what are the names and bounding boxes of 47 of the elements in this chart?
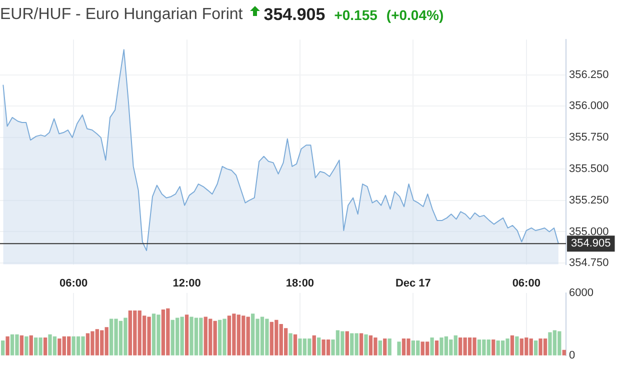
x-tick-label: Dec 17 — [395, 278, 431, 290]
bar — [6, 336, 10, 356]
y-tick-label: 355.750 — [569, 132, 609, 144]
text: +0.155 — [334, 7, 378, 23]
x-tick-label: 18:00 — [286, 278, 314, 290]
y-tick-label: 0 — [569, 349, 576, 362]
bar — [128, 310, 132, 356]
bar — [534, 340, 538, 356]
bar — [345, 331, 349, 356]
bar — [411, 340, 416, 356]
bar — [378, 340, 382, 356]
y-tick-label: 355.000 — [569, 226, 609, 238]
bar — [434, 340, 439, 356]
x-tick-label: 06:00 — [512, 278, 540, 290]
y-tick-label: 6000 — [569, 287, 594, 300]
x-tick-label: 06:00 — [60, 278, 88, 290]
y-tick-label: 355.250 — [569, 194, 609, 206]
bar — [364, 334, 368, 356]
bar — [492, 340, 496, 356]
y-tick-label: 356.250 — [569, 68, 609, 81]
text: 354.905 — [264, 5, 326, 25]
bar — [510, 335, 514, 356]
y-tick-label: 356.000 — [569, 100, 609, 112]
bar — [430, 337, 434, 356]
bar — [397, 342, 401, 356]
bar — [29, 335, 33, 356]
bar — [317, 337, 321, 356]
bar — [43, 337, 48, 356]
y-tick-label: 355.500 — [569, 162, 609, 175]
x-tick-label: 12:00 — [172, 278, 201, 290]
bar — [20, 335, 24, 356]
chart-title: EUR/HUF - Euro Hungarian Forint — [0, 6, 243, 24]
bar — [161, 309, 166, 356]
bar — [184, 314, 189, 356]
ref-line-label: 354.905 — [571, 238, 611, 250]
bar — [288, 333, 292, 356]
bar — [293, 334, 298, 356]
bar — [515, 336, 519, 356]
bar — [359, 333, 364, 356]
bar — [312, 335, 316, 356]
bar — [383, 338, 387, 356]
bar — [388, 338, 392, 356]
bar — [270, 322, 274, 356]
bar — [1, 340, 5, 356]
bar — [24, 336, 28, 356]
y-tick-label: 354.750 — [569, 257, 609, 270]
text: (+0.04%) — [386, 7, 444, 23]
